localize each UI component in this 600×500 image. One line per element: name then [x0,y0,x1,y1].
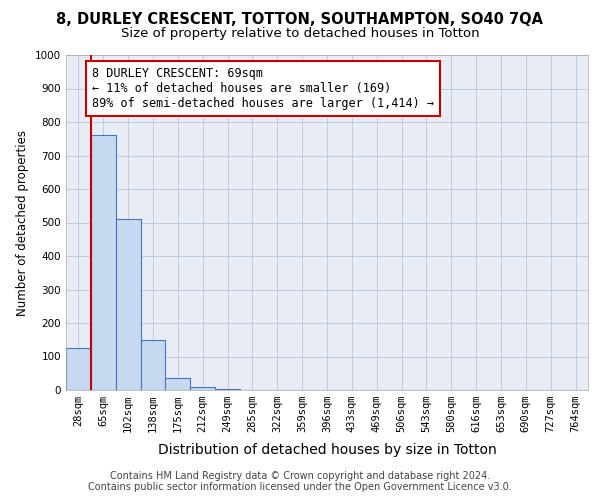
Y-axis label: Number of detached properties: Number of detached properties [16,130,29,316]
Bar [66,348,91,390]
Bar [190,386,215,390]
Bar [116,219,140,390]
Bar [91,136,116,390]
Text: 8 DURLEY CRESCENT: 69sqm
← 11% of detached houses are smaller (169)
89% of semi-: 8 DURLEY CRESCENT: 69sqm ← 11% of detach… [92,66,434,110]
Text: Size of property relative to detached houses in Totton: Size of property relative to detached ho… [121,28,479,40]
Text: Contains HM Land Registry data © Crown copyright and database right 2024.
Contai: Contains HM Land Registry data © Crown c… [88,471,512,492]
Bar [166,378,190,390]
Bar [140,340,166,390]
X-axis label: Distribution of detached houses by size in Totton: Distribution of detached houses by size … [158,444,496,458]
Text: 8, DURLEY CRESCENT, TOTTON, SOUTHAMPTON, SO40 7QA: 8, DURLEY CRESCENT, TOTTON, SOUTHAMPTON,… [56,12,544,28]
